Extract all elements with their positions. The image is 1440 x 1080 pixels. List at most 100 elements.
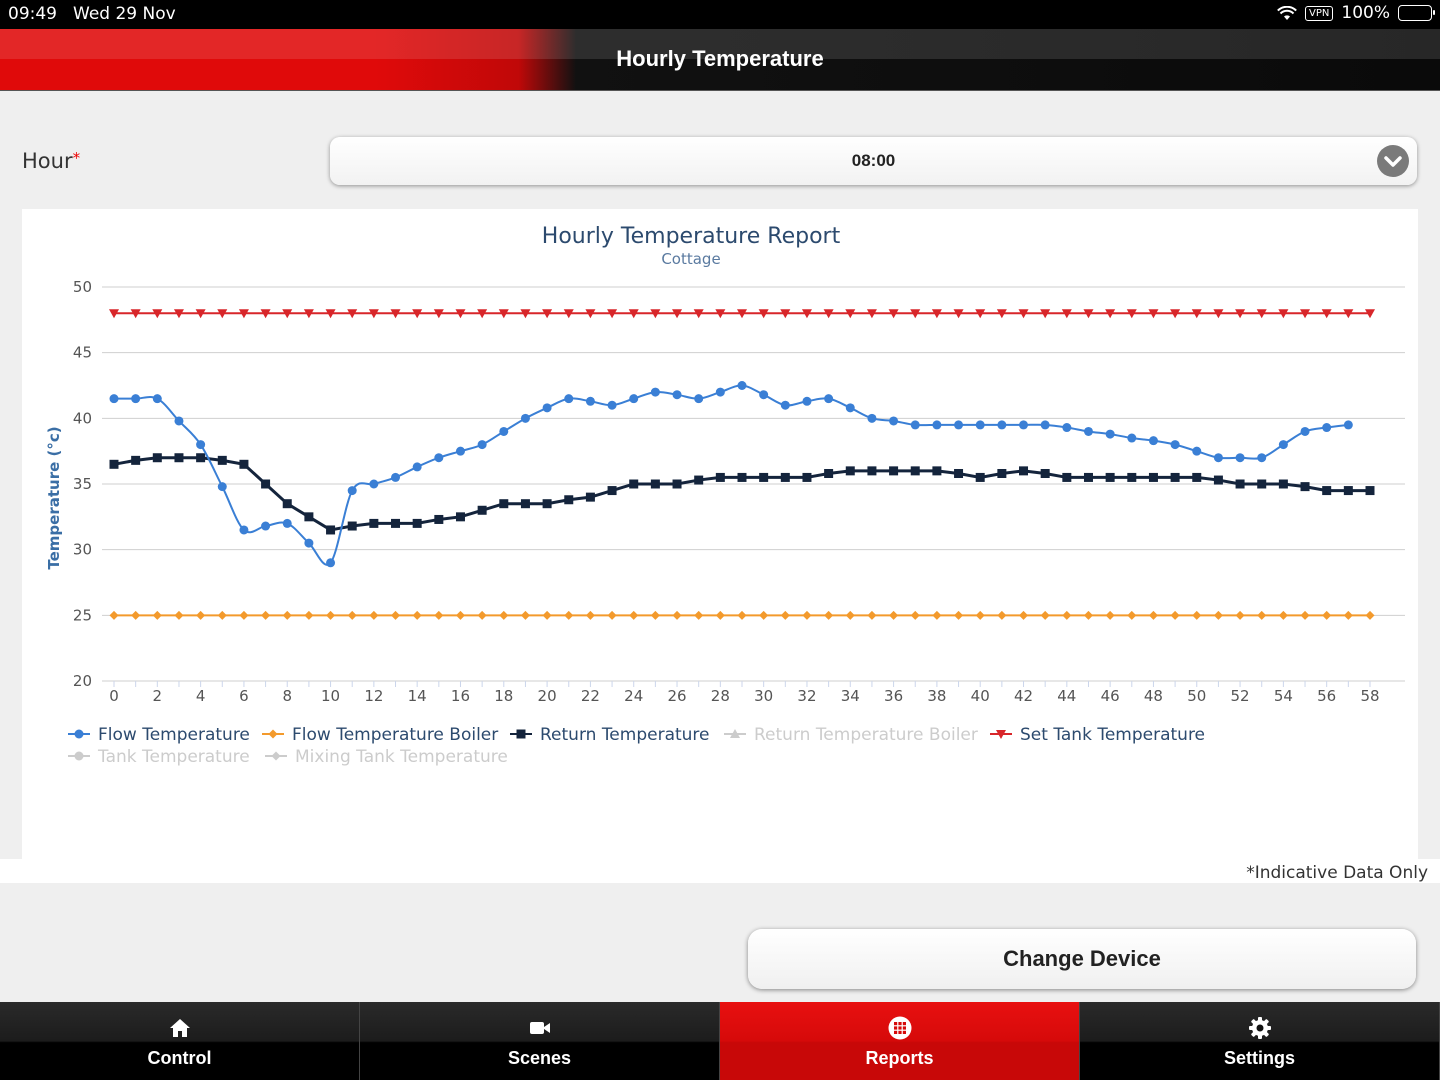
set-tank-temperature-point (1300, 309, 1311, 319)
return-temperature-point (780, 472, 790, 482)
flow-temperature-boiler-point (932, 610, 942, 620)
legend-label: Flow Temperature Boiler (292, 725, 498, 745)
legend-item-tank-temperature[interactable]: Tank Temperature (68, 747, 250, 767)
tab-control[interactable]: Control (0, 1002, 360, 1080)
set-tank-temperature-point (238, 309, 249, 319)
x-tick-label: 0 (109, 687, 119, 705)
x-tick-label: 26 (667, 687, 686, 705)
flow-temperature-boiler-point (1127, 610, 1137, 620)
set-tank-temperature-point (1321, 309, 1332, 319)
tab-settings[interactable]: Settings (1080, 1002, 1440, 1080)
tab-reports[interactable]: Reports (720, 1002, 1080, 1080)
flow-temperature-point (455, 446, 465, 456)
return-temperature-point (542, 499, 552, 509)
battery-percent: 100% (1341, 3, 1390, 23)
legend-label: Return Temperature (540, 725, 710, 745)
legend-item-set-tank-temperature[interactable]: Set Tank Temperature (990, 725, 1205, 745)
flow-temperature-boiler-point (1192, 610, 1202, 620)
set-tank-temperature-point (1278, 309, 1289, 319)
return-temperature-point (1019, 466, 1029, 476)
legend-marker (74, 729, 84, 739)
flow-temperature-point (304, 538, 314, 548)
flow-temperature-boiler-point (1257, 610, 1267, 620)
temperature-chart: Hourly Temperature ReportCottage20253035… (45, 224, 1405, 767)
chevron-down-icon[interactable] (1377, 145, 1409, 177)
legend-marker (74, 751, 84, 761)
flow-temperature-boiler-point (477, 610, 487, 620)
set-tank-temperature-point (607, 309, 618, 319)
return-temperature-point (1257, 479, 1267, 489)
flow-temperature-boiler-point (520, 610, 530, 620)
legend-item-return-temperature-boiler[interactable]: Return Temperature Boiler (724, 725, 978, 745)
legend-item-return-temperature[interactable]: Return Temperature (510, 725, 710, 745)
flow-temperature-boiler-point (715, 610, 725, 620)
return-temperature-line (113, 456, 1370, 532)
set-tank-temperature-point (1235, 309, 1246, 319)
flow-temperature-point (477, 440, 487, 450)
flow-temperature-boiler-point (824, 610, 834, 620)
set-tank-temperature-point (325, 309, 336, 319)
video-camera-icon (529, 1022, 550, 1034)
change-device-button[interactable]: Change Device (748, 929, 1416, 989)
x-tick-label: 52 (1231, 687, 1250, 705)
x-tick-label: 50 (1187, 687, 1206, 705)
return-temperature-point (607, 486, 617, 496)
legend-item-mixing-tank-temperature[interactable]: Mixing Tank Temperature (265, 747, 508, 767)
set-tank-temperature-point (109, 309, 119, 319)
set-tank-temperature-point (888, 309, 899, 319)
flow-temperature-boiler-point (1235, 610, 1245, 620)
flow-temperature-boiler-point (434, 610, 444, 620)
return-temperature-point (672, 479, 682, 489)
set-tank-temperature-point (1343, 309, 1354, 319)
return-temperature-point (932, 466, 942, 476)
return-temperature-point (1148, 472, 1158, 482)
return-temperature-point (1062, 472, 1072, 482)
flow-temperature-point (239, 525, 249, 535)
flow-temperature-point (910, 420, 920, 430)
x-tick-label: 8 (282, 687, 292, 705)
set-tank-temperature-point (1083, 309, 1094, 319)
page-title: Hourly Temperature (616, 46, 824, 71)
set-tank-temperature-point (910, 309, 921, 319)
tab-scenes[interactable]: Scenes (360, 1002, 720, 1080)
flow-temperature-boiler-point (585, 610, 595, 620)
flow-temperature-point (954, 420, 964, 430)
battery-icon (1398, 5, 1435, 21)
return-temperature-point (1365, 486, 1375, 496)
return-temperature-point (109, 459, 119, 469)
flow-temperature-point (131, 394, 141, 404)
return-temperature-point (282, 499, 292, 509)
flow-temperature-point (607, 400, 617, 410)
legend-item-flow-temperature[interactable]: Flow Temperature (68, 725, 250, 745)
x-tick-label: 36 (884, 687, 903, 705)
flow-temperature-boiler-point (889, 610, 899, 620)
return-temperature-point (131, 455, 141, 465)
return-temperature-point (585, 492, 595, 502)
flow-temperature-boiler-point (867, 610, 877, 620)
flow-temperature-boiler-point (1105, 610, 1115, 620)
return-temperature-point (477, 505, 487, 515)
flow-temperature-boiler-point (1343, 610, 1353, 620)
flow-temperature-point (824, 394, 834, 404)
x-tick-label: 16 (451, 687, 470, 705)
legend-item-flow-temperature-boiler[interactable]: Flow Temperature Boiler (262, 725, 498, 745)
set-tank-temperature-point (715, 309, 726, 319)
hour-select[interactable]: 08:00 (330, 137, 1417, 185)
flow-temperature-boiler-point (1062, 610, 1072, 620)
flow-temperature-boiler-point (196, 610, 206, 620)
flow-temperature-point (1278, 440, 1288, 450)
set-tank-temperature-point (975, 309, 986, 319)
set-tank-temperature-point (823, 309, 834, 319)
flow-temperature-point (152, 394, 162, 404)
chart-footer (0, 859, 1440, 883)
x-tick-label: 2 (153, 687, 163, 705)
x-tick-label: 40 (971, 687, 990, 705)
flow-temperature-boiler-point (261, 610, 271, 620)
return-temperature-point (737, 472, 747, 482)
x-tick-label: 6 (239, 687, 249, 705)
flow-temperature-point (261, 521, 271, 531)
return-temperature-point (239, 459, 249, 469)
flow-temperature-point (564, 394, 574, 404)
set-tank-temperature-point (498, 309, 509, 319)
wifi-icon (1277, 5, 1297, 20)
